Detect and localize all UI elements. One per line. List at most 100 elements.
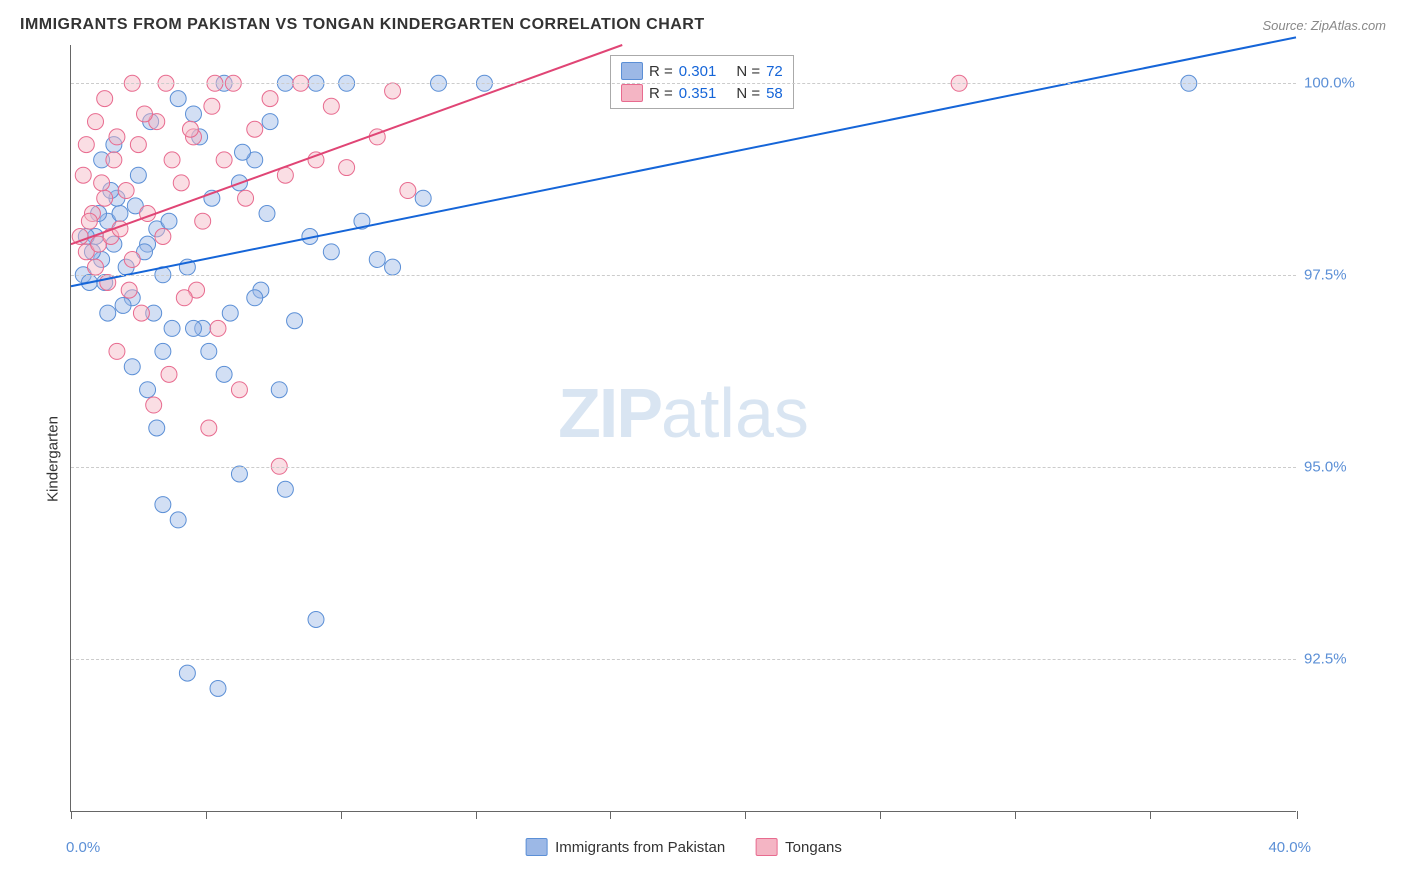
y-tick-label: 97.5% [1304,267,1374,284]
legend-swatch-0 [525,838,547,856]
scatter-point [112,206,128,222]
scatter-point [121,282,137,298]
scatter-point [88,114,104,130]
x-tick [745,811,746,819]
scatter-point [170,512,186,528]
scatter-point [137,106,153,122]
scatter-point [115,297,131,313]
x-tick [71,811,72,819]
stats-n-value: 58 [766,85,783,102]
stats-row: R = 0.301 N = 72 [621,60,783,82]
scatter-point [109,129,125,145]
scatter-point [170,91,186,107]
x-tick [1150,811,1151,819]
x-tick [880,811,881,819]
y-tick-label: 100.0% [1304,75,1374,92]
y-tick-label: 95.0% [1304,458,1374,475]
scatter-point [385,259,401,275]
scatter-point [323,98,339,114]
scatter-point [124,359,140,375]
scatter-point [369,251,385,267]
scatter-point [308,612,324,628]
y-tick-label: 92.5% [1304,650,1374,667]
scatter-point [385,83,401,99]
y-axis-label: Kindergarten [44,416,61,502]
scatter-point [130,137,146,153]
scatter-point [161,366,177,382]
scatter-point [75,167,91,183]
scatter-point [287,313,303,329]
scatter-point [164,320,180,336]
chart-header: IMMIGRANTS FROM PAKISTAN VS TONGAN KINDE… [20,10,1386,40]
grid-line [71,467,1296,468]
scatter-point [195,213,211,229]
legend-bottom: Immigrants from Pakistan Tongans [525,838,842,856]
scatter-point [186,106,202,122]
scatter-point [277,481,293,497]
scatter-point [210,680,226,696]
legend-item-series-1: Tongans [755,838,842,856]
scatter-point [323,244,339,260]
scatter-point [78,137,94,153]
scatter-point [97,91,113,107]
stats-r-label: R = [649,85,673,102]
x-axis-max-label: 40.0% [1268,839,1311,856]
stats-r-label: R = [649,63,673,80]
scatter-point [231,382,247,398]
stats-r-value: 0.301 [679,63,717,80]
grid-line [71,83,1296,84]
x-tick [1015,811,1016,819]
scatter-point [176,290,192,306]
scatter-point [210,320,226,336]
x-tick [1297,811,1298,819]
scatter-point [339,160,355,176]
scatter-point [247,290,263,306]
scatter-point [262,91,278,107]
legend-label-1: Tongans [785,839,842,856]
scatter-point [182,121,198,137]
scatter-point [97,190,113,206]
chart-container: Kindergarten ZIPatlas R =0.301N =72R =0.… [20,45,1386,872]
scatter-point [222,305,238,321]
scatter-point [216,152,232,168]
scatter-point [238,190,254,206]
stats-n-value: 72 [766,63,783,80]
scatter-point [133,305,149,321]
scatter-point [201,343,217,359]
x-tick [476,811,477,819]
legend-label-0: Immigrants from Pakistan [555,839,725,856]
x-tick [341,811,342,819]
scatter-point [216,366,232,382]
scatter-point [88,259,104,275]
scatter-point [130,167,146,183]
scatter-point [124,251,140,267]
stats-legend-box: R =0.301N =72R =0.351N =58 [610,55,794,109]
stats-swatch [621,62,643,80]
x-axis-min-label: 0.0% [66,839,100,856]
scatter-point [146,397,162,413]
plot-area: ZIPatlas R =0.301N =72R =0.351N =58 0.0%… [70,45,1296,812]
stats-swatch [621,84,643,102]
grid-line [71,659,1296,660]
scatter-point [155,343,171,359]
scatter-point [149,420,165,436]
scatter-point [231,466,247,482]
scatter-point [140,382,156,398]
scatter-point [186,320,202,336]
scatter-point [94,175,110,191]
scatter-svg [71,45,1296,811]
scatter-point [204,98,220,114]
scatter-point [161,213,177,229]
scatter-point [81,213,97,229]
scatter-point [155,497,171,513]
scatter-point [262,114,278,130]
scatter-point [106,152,122,168]
scatter-point [100,305,116,321]
stats-n-label: N = [736,63,760,80]
scatter-point [179,665,195,681]
stats-n-label: N = [736,85,760,102]
x-tick [610,811,611,819]
legend-item-series-0: Immigrants from Pakistan [525,838,725,856]
scatter-point [271,382,287,398]
grid-line [71,275,1296,276]
